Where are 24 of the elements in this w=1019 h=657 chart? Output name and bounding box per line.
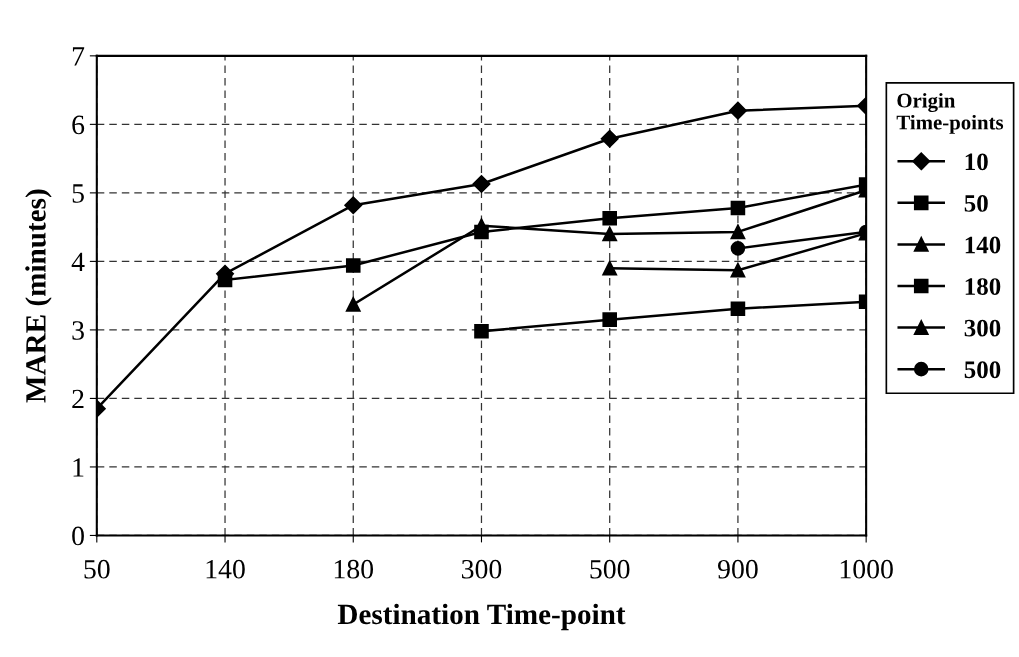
x-tick-label: 1000 xyxy=(840,559,893,579)
x-tick-label: 500 xyxy=(590,559,630,579)
x-axis-title: Destination Time-point xyxy=(337,603,626,631)
x-tick-label: 900 xyxy=(717,559,758,579)
y-tick-label: 3 xyxy=(72,321,84,340)
x-tick-label: 180 xyxy=(334,559,374,579)
x-tick-label: 140 xyxy=(206,559,245,579)
y-tick-label: 4 xyxy=(71,252,85,272)
y-axis-title: MARE (minutes) xyxy=(25,189,52,403)
x-tick-label: 300 xyxy=(461,559,502,579)
y-tick-label: 2 xyxy=(72,389,84,409)
legend-title: Origin Time-points xyxy=(896,92,1004,134)
y-tick-label: 7 xyxy=(72,47,85,66)
legend-label: 50 xyxy=(964,194,988,212)
legend-label: 10 xyxy=(965,153,988,171)
y-tick-label: 5 xyxy=(72,184,84,203)
legend-label: 140 xyxy=(965,236,1001,254)
y-tick-label: 0 xyxy=(72,526,84,546)
legend-label: 300 xyxy=(964,319,1001,337)
y-tick-label: 6 xyxy=(72,115,85,135)
y-tick-label: 1 xyxy=(73,458,84,477)
x-tick-label: 50 xyxy=(84,559,110,579)
legend-label: 500 xyxy=(964,361,1001,379)
legend-label: 180 xyxy=(965,278,1001,296)
